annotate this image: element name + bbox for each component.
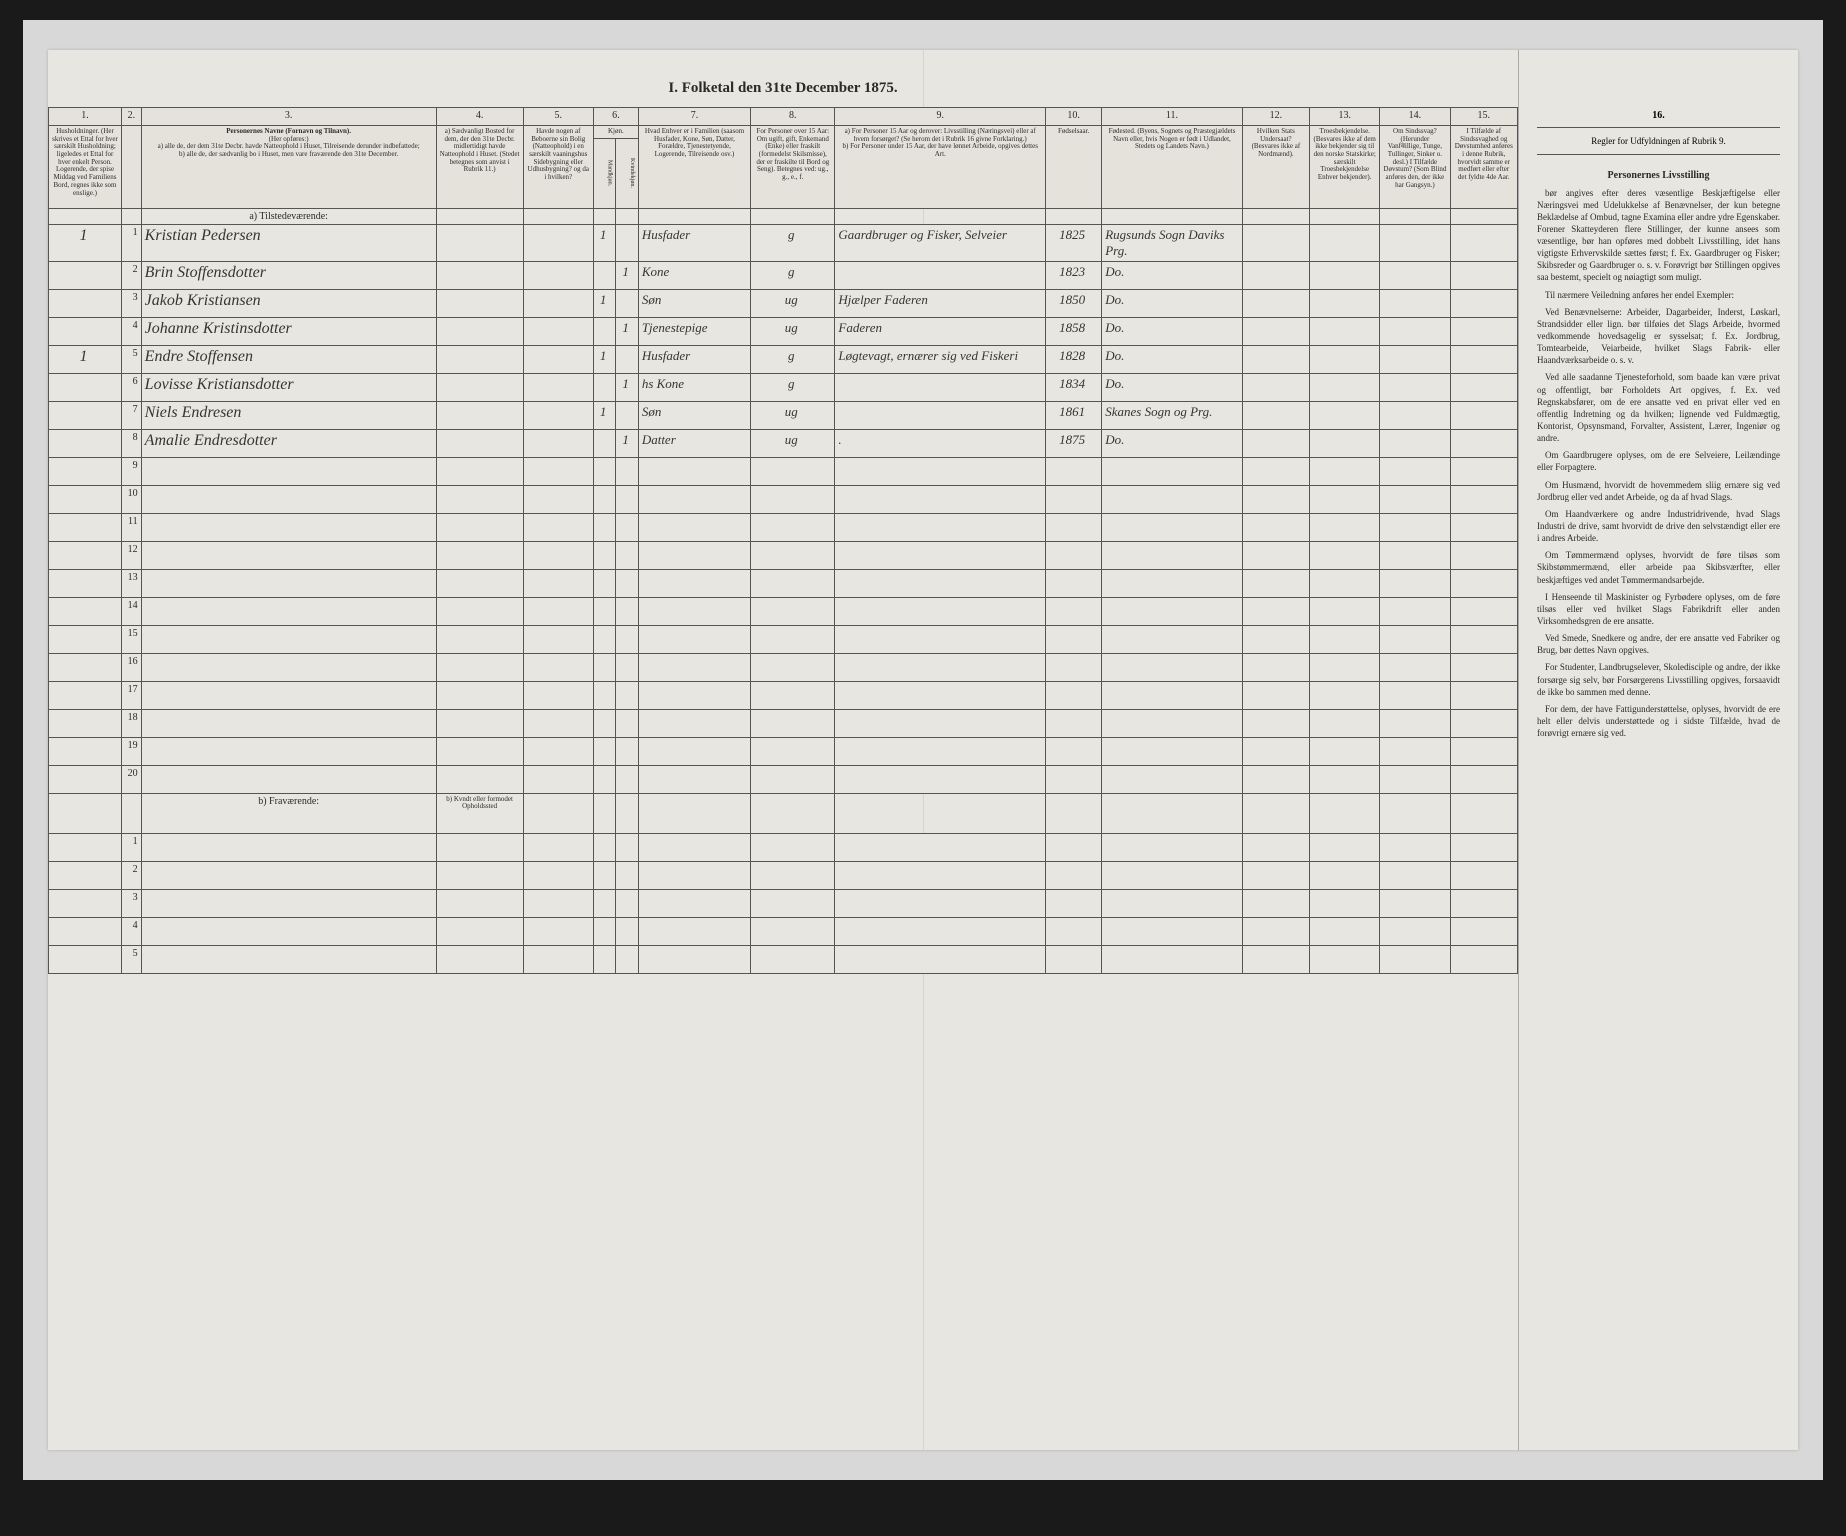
table-row: 5 bbox=[49, 945, 1518, 973]
h-5: Havde nogen af Beboerne sin Bolig (Natte… bbox=[523, 126, 593, 209]
instr-p3: Ved alle saadanne Tjenesteforhold, som b… bbox=[1537, 371, 1780, 444]
page-left: I. Folketal den 31te December 1875. 1. 2… bbox=[48, 50, 1518, 1450]
h-10: Fødselsaar. bbox=[1046, 126, 1102, 209]
instr-p4: Om Gaardbrugere oplyses, om de ere Selve… bbox=[1537, 449, 1780, 473]
census-page: I. Folketal den 31te December 1875. 1. 2… bbox=[48, 50, 1798, 1450]
coln-6: 6. bbox=[593, 108, 638, 126]
coln-9: 9. bbox=[835, 108, 1046, 126]
h-14: Om Sindssvag? (Herunder Vanfवillige, Tun… bbox=[1380, 126, 1450, 209]
coln-5: 5. bbox=[523, 108, 593, 126]
h-6k: Kvindekjøn. bbox=[616, 138, 638, 208]
table-row: 17 bbox=[49, 681, 1518, 709]
col16-heading: Regler for Udfyldningen af Rubrik 9. bbox=[1537, 127, 1780, 155]
col-number-row: 1. 2. 3. 4. 5. 6. 7. 8. 9. 10. 11. 12. 1… bbox=[49, 108, 1518, 126]
page-title: I. Folketal den 31te December 1875. bbox=[48, 50, 1518, 107]
h-11: Fødested. (Byens, Sognets og Præstegjæld… bbox=[1102, 126, 1242, 209]
instructions: Personernes Livsstilling bør angives eft… bbox=[1537, 169, 1780, 739]
table-row: 15Endre Stoffensen1HusfadergLøgtevagt, e… bbox=[49, 345, 1518, 373]
coln-1: 1. bbox=[49, 108, 122, 126]
table-row: 9 bbox=[49, 457, 1518, 485]
table-row: 19 bbox=[49, 737, 1518, 765]
instr-sub: bør angives efter deres væsentlige Beskj… bbox=[1537, 187, 1780, 284]
h-12: Hvilken Stats Undersaat? (Besvares ikke … bbox=[1242, 126, 1309, 209]
table-row: 4 bbox=[49, 917, 1518, 945]
h-13: Troesbekjendelse. (Besvares ikke af dem … bbox=[1310, 126, 1380, 209]
h-15: I Tilfælde af Sindssvaghed og Døvstumhed… bbox=[1450, 126, 1517, 209]
h-1: Husholdninger. (Her skrives et Ettal for… bbox=[49, 126, 122, 209]
coln-4: 4. bbox=[436, 108, 523, 126]
table-row: 18 bbox=[49, 709, 1518, 737]
table-row: 1 bbox=[49, 833, 1518, 861]
table-row: 14 bbox=[49, 597, 1518, 625]
table-row: 6Lovisse Kristiansdotter1hs Koneg1834Do. bbox=[49, 373, 1518, 401]
table-row: 12 bbox=[49, 541, 1518, 569]
h-8: For Personer over 15 Aar: Om ugift, gift… bbox=[751, 126, 835, 209]
coln-7: 7. bbox=[638, 108, 750, 126]
coln-8: 8. bbox=[751, 108, 835, 126]
coln-14: 14. bbox=[1380, 108, 1450, 126]
table-row: 7Niels Endresen1Sønug1861Skanes Sogn og … bbox=[49, 401, 1518, 429]
h-3: Personernes Navne (Fornavn og Tilnavn). … bbox=[141, 126, 436, 209]
h-9a: a) For Personer 15 Aar og derover: Livss… bbox=[838, 128, 1042, 143]
table-row: 16 bbox=[49, 653, 1518, 681]
table-row: 3Jakob Kristiansen1SønugHjælper Faderen1… bbox=[49, 289, 1518, 317]
instr-p10: For Studenter, Landbrugselever, Skoledis… bbox=[1537, 661, 1780, 697]
instr-heading: Personernes Livsstilling bbox=[1537, 169, 1780, 183]
instr-p2: Ved Benævnelserne: Arbeider, Dagarbeider… bbox=[1537, 306, 1780, 367]
instr-p8: I Henseende til Maskinister og Fyrbødere… bbox=[1537, 591, 1780, 627]
table-row: 15 bbox=[49, 625, 1518, 653]
h-3-b: b) alle de, der sædvanlig bo i Huset, me… bbox=[145, 151, 433, 159]
table-row: 20 bbox=[49, 765, 1518, 793]
coln-13: 13. bbox=[1310, 108, 1380, 126]
section-a-row: a) Tilstedeværende: bbox=[49, 208, 1518, 224]
tbody-absent: b) Fraværende: b) Kvndt eller formodet O… bbox=[49, 793, 1518, 973]
h-9: a) For Personer 15 Aar og derover: Livss… bbox=[835, 126, 1046, 209]
h-2 bbox=[122, 126, 142, 209]
tbody-present: a) Tilstedeværende: 11Kristian Pedersen1… bbox=[49, 208, 1518, 793]
census-table: 1. 2. 3. 4. 5. 6. 7. 8. 9. 10. 11. 12. 1… bbox=[48, 107, 1518, 974]
h-6m: Mandkjøn. bbox=[593, 138, 615, 208]
section-b-col4: b) Kvndt eller formodet Opholdssted bbox=[436, 793, 523, 833]
h-6: Kjøn. bbox=[593, 126, 638, 139]
instr-p9: Ved Smede, Snedkere og andre, der ere an… bbox=[1537, 632, 1780, 656]
table-row: 3 bbox=[49, 889, 1518, 917]
coln-11: 11. bbox=[1102, 108, 1242, 126]
coln-10: 10. bbox=[1046, 108, 1102, 126]
h-4: a) Sædvanligt Bosted for dem, der den 31… bbox=[436, 126, 523, 209]
table-row: 4Johanne Kristinsdotter1TjenestepigeugFa… bbox=[49, 317, 1518, 345]
table-row: 8Amalie Endresdotter1Datterug.1875Do. bbox=[49, 429, 1518, 457]
col16-label: 16. bbox=[1537, 110, 1780, 121]
instr-p7: Om Tømmermænd oplyses, hvorvidt de føre … bbox=[1537, 549, 1780, 585]
table-row: 13 bbox=[49, 569, 1518, 597]
table-row: 11 bbox=[49, 513, 1518, 541]
section-a-label: a) Tilstedeværende: bbox=[141, 208, 436, 224]
page-right: 16. Regler for Udfyldningen af Rubrik 9.… bbox=[1518, 50, 1798, 1450]
table-row: 2Brin Stoffensdotter1Koneg1823Do. bbox=[49, 261, 1518, 289]
instr-p6: Om Haandværkere og andre Industridrivend… bbox=[1537, 508, 1780, 544]
coln-3: 3. bbox=[141, 108, 436, 126]
instr-p1: Til nærmere Veiledning anføres her endel… bbox=[1537, 289, 1780, 301]
scan-frame: I. Folketal den 31te December 1875. 1. 2… bbox=[23, 20, 1823, 1480]
header-row: Husholdninger. (Her skrives et Ettal for… bbox=[49, 126, 1518, 139]
instr-p5: Om Husmænd, hvorvidt de hovemmedem sliig… bbox=[1537, 479, 1780, 503]
table-row: 11Kristian Pedersen1HusfadergGaardbruger… bbox=[49, 224, 1518, 261]
h-7: Hvad Enhver er i Familien (saasom Husfad… bbox=[638, 126, 750, 209]
section-b-row: b) Fraværende: b) Kvndt eller formodet O… bbox=[49, 793, 1518, 833]
coln-12: 12. bbox=[1242, 108, 1309, 126]
table-row: 10 bbox=[49, 485, 1518, 513]
table-row: 2 bbox=[49, 861, 1518, 889]
instr-p11: For dem, der have Fattigunderstøttelse, … bbox=[1537, 703, 1780, 739]
coln-15: 15. bbox=[1450, 108, 1517, 126]
section-b-label: b) Fraværende: bbox=[141, 793, 436, 833]
coln-2: 2. bbox=[122, 108, 142, 126]
h-9b: b) For Personer under 15 Aar, der have l… bbox=[838, 143, 1042, 158]
